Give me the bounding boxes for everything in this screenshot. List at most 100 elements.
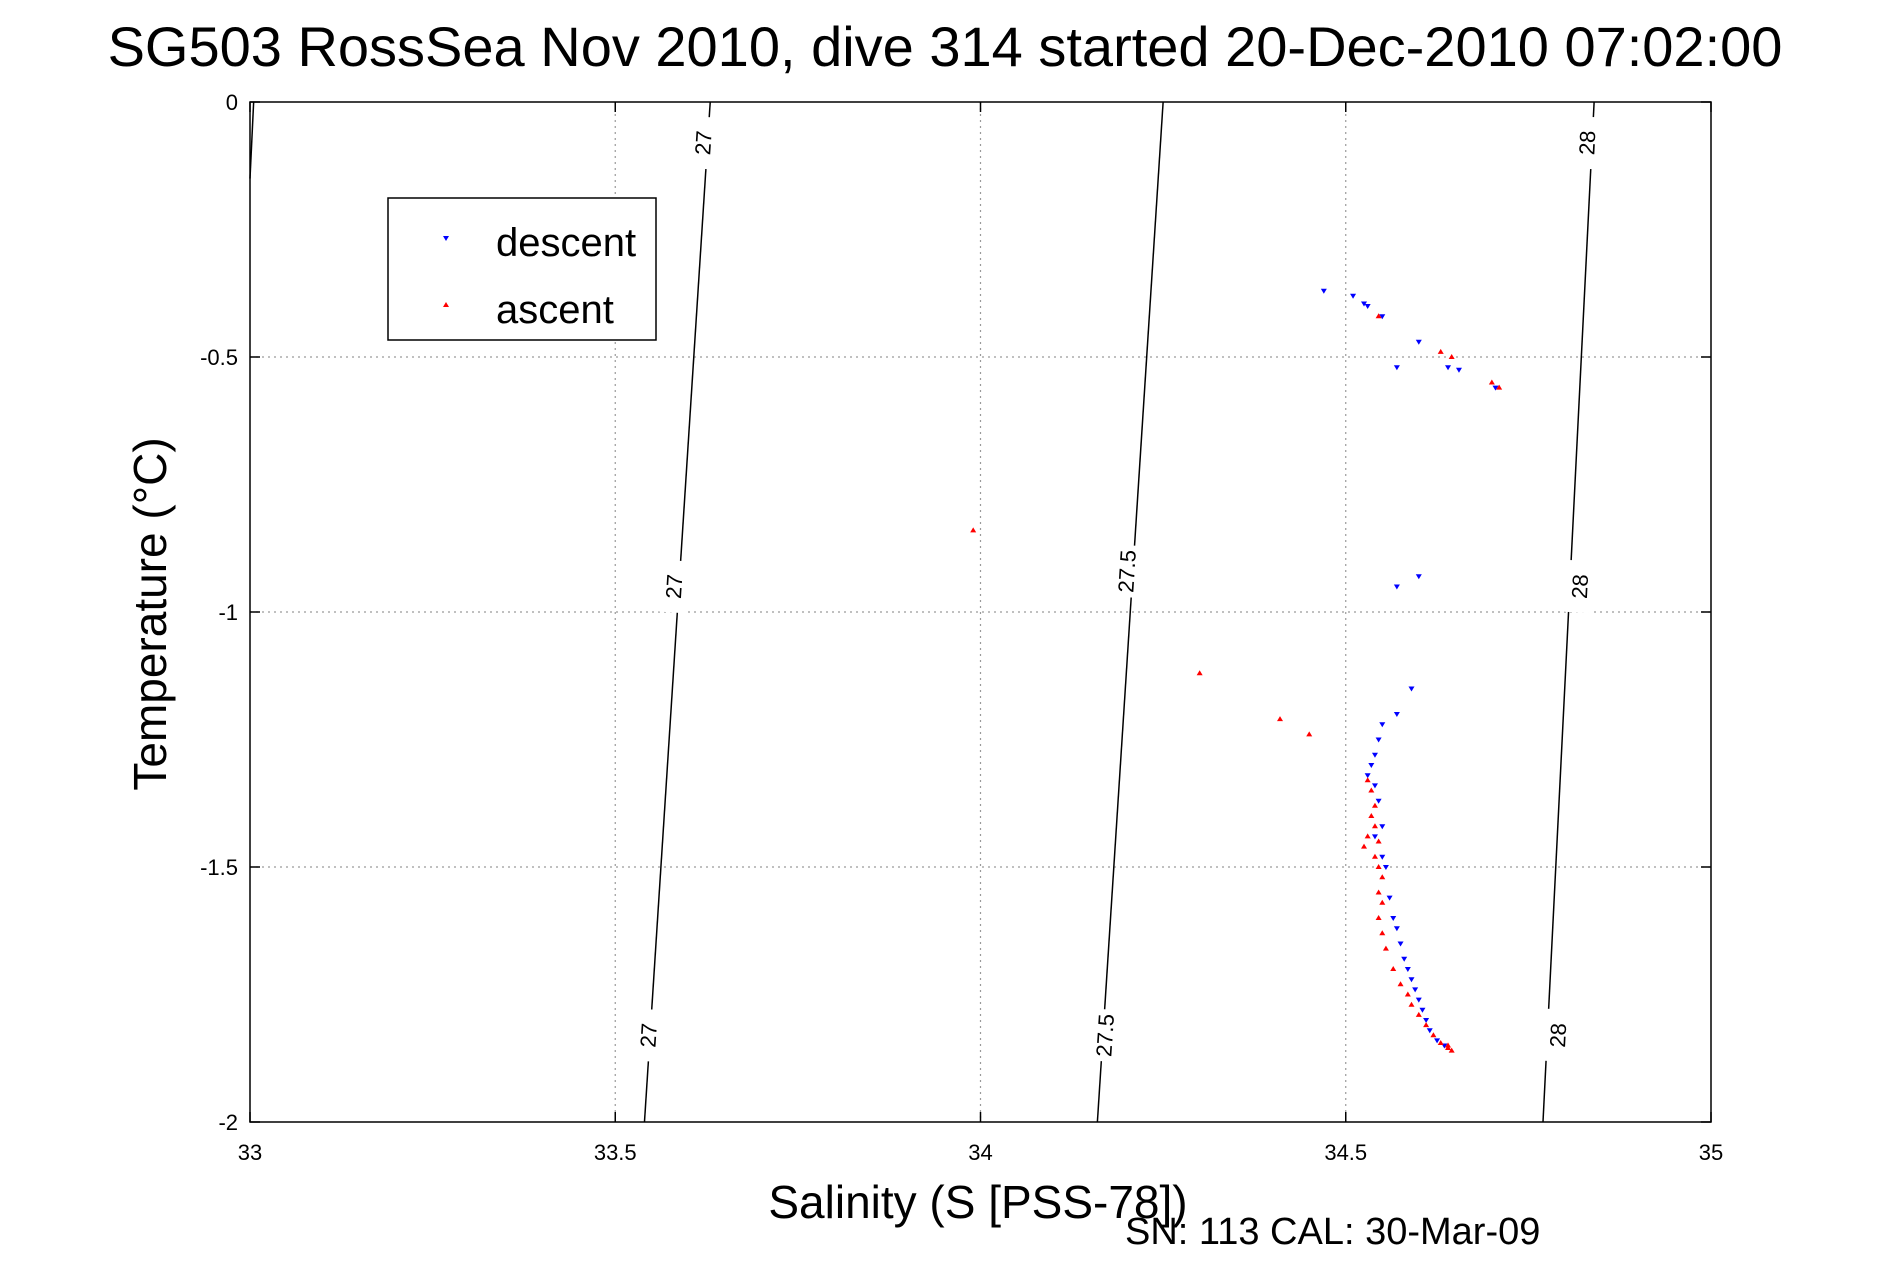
descent-point: [1492, 385, 1499, 391]
x-tick-label: 33: [238, 1140, 262, 1165]
ascent-point: [1375, 915, 1382, 920]
contour-label-bg: [1110, 544, 1143, 599]
ascent-point: [1196, 670, 1203, 676]
ascent-point: [1390, 966, 1397, 971]
ascent-point: [1437, 348, 1444, 354]
contour-label-bg: [1542, 1008, 1573, 1062]
descent-point: [1364, 773, 1371, 779]
chart-title: SG503 RossSea Nov 2010, dive 314 started…: [108, 15, 1783, 78]
ascent-point: [1306, 731, 1313, 737]
x-tick-label: 33.5: [594, 1140, 637, 1165]
ascent-point: [1375, 889, 1382, 895]
contour-label-bg: [687, 115, 719, 170]
ascent-point: [1379, 930, 1386, 936]
descent-point: [1426, 1028, 1433, 1034]
descent-point: [1412, 987, 1419, 993]
ascent-point: [1397, 981, 1404, 987]
descent-point: [1390, 916, 1397, 921]
ascent-point: [1364, 833, 1371, 839]
ascent-point: [1379, 899, 1386, 905]
y-tick-label: 0: [226, 90, 238, 115]
x-tick-label: 35: [1699, 1140, 1723, 1165]
ascent-point: [1408, 1001, 1415, 1007]
descent-point: [1393, 584, 1400, 590]
contour-label: 27: [690, 130, 717, 156]
ascent-point: [1415, 1011, 1422, 1017]
ascent-point: [1375, 864, 1382, 869]
data-series: [970, 288, 1503, 1053]
descent-point: [1361, 301, 1368, 307]
descent-point: [1408, 686, 1415, 692]
legend-descent-marker: [443, 236, 449, 241]
ascent-point: [1361, 843, 1368, 849]
x-tick-label: 34: [968, 1140, 992, 1165]
contour-label-bg: [632, 1008, 664, 1063]
ascent-point: [1375, 838, 1382, 844]
ascent-point: [1423, 1022, 1430, 1028]
contour-label: 28: [1545, 1022, 1571, 1048]
contour-label-bg: [1089, 1008, 1121, 1063]
legend-box: [387, 197, 657, 341]
ascent-point: [1371, 802, 1378, 808]
descent-point: [1379, 722, 1386, 728]
descent-point: [1434, 1038, 1441, 1044]
descent-point: [1415, 997, 1422, 1003]
ascent-point: [1404, 991, 1411, 997]
descent-point: [1379, 824, 1386, 830]
descent-point: [1423, 1018, 1430, 1023]
descent-point: [1393, 926, 1400, 932]
ascent-point: [1382, 945, 1389, 951]
legend-descent-label: descent: [496, 221, 636, 265]
y-tick-label: -1: [218, 600, 238, 625]
ascent-point: [1379, 874, 1386, 880]
ascent-point: [1371, 853, 1378, 859]
ascent-point: [1448, 1047, 1455, 1053]
legend-ascent-label: ascent: [496, 288, 614, 332]
descent-point: [1393, 365, 1400, 371]
contour-label: 27.5: [1091, 1013, 1119, 1057]
descent-point: [1379, 314, 1386, 320]
ascent-point: [970, 527, 977, 533]
descent-point: [1320, 288, 1327, 294]
contour-label-bg: [1564, 559, 1595, 614]
ascent-point: [1430, 1032, 1437, 1038]
ascent-point: [1364, 777, 1371, 783]
descent-point: [1364, 304, 1371, 309]
y-tick-label: -0.5: [200, 345, 238, 370]
isopycnal-line: [1096, 101, 1164, 1123]
calibration-footer: SN: 113 CAL: 30-Mar-09: [1125, 1211, 1540, 1253]
y-tick-label: -1.5: [200, 855, 238, 880]
ascent-point: [1445, 1042, 1452, 1048]
ascent-point: [1277, 716, 1284, 722]
ascent-point: [1375, 313, 1382, 319]
descent-point: [1371, 834, 1378, 840]
descent-point: [1371, 752, 1378, 758]
ascent-point: [1368, 813, 1375, 818]
contour-label: 27.5: [1113, 549, 1141, 593]
descent-point: [1350, 293, 1357, 299]
descent-point: [1455, 367, 1462, 373]
ascent-point: [1445, 1045, 1452, 1051]
contour-label: 27: [661, 574, 688, 600]
descent-point: [1397, 941, 1404, 947]
descent-point: [1368, 763, 1375, 768]
ascent-point: [1368, 787, 1375, 793]
ascent-point: [1448, 354, 1455, 359]
ascent-point: [1371, 823, 1378, 829]
descent-point: [1375, 737, 1382, 743]
x-tick-label: 34.5: [1324, 1140, 1367, 1165]
isopycnal-contours: 27 27 27 27.5 27.5 28 28 28: [249, 101, 1603, 1123]
legend: descent ascent: [387, 197, 657, 341]
descent-point: [1445, 365, 1452, 371]
descent-point: [1393, 712, 1400, 717]
contour-label-bg: [1571, 116, 1603, 170]
legend-ascent-marker: [443, 302, 449, 307]
descent-point: [1401, 956, 1408, 962]
descent-point: [1419, 1007, 1426, 1013]
axis-ticks: 33 33.5 34 34.5 35 0 -0.5 -1 -1.5 -2: [200, 90, 1723, 1165]
contour-label: 27: [635, 1022, 662, 1048]
descent-point: [1379, 854, 1386, 860]
descent-point: [1404, 967, 1411, 972]
x-axis-label: Salinity (S [PSS-78]): [768, 1176, 1187, 1228]
